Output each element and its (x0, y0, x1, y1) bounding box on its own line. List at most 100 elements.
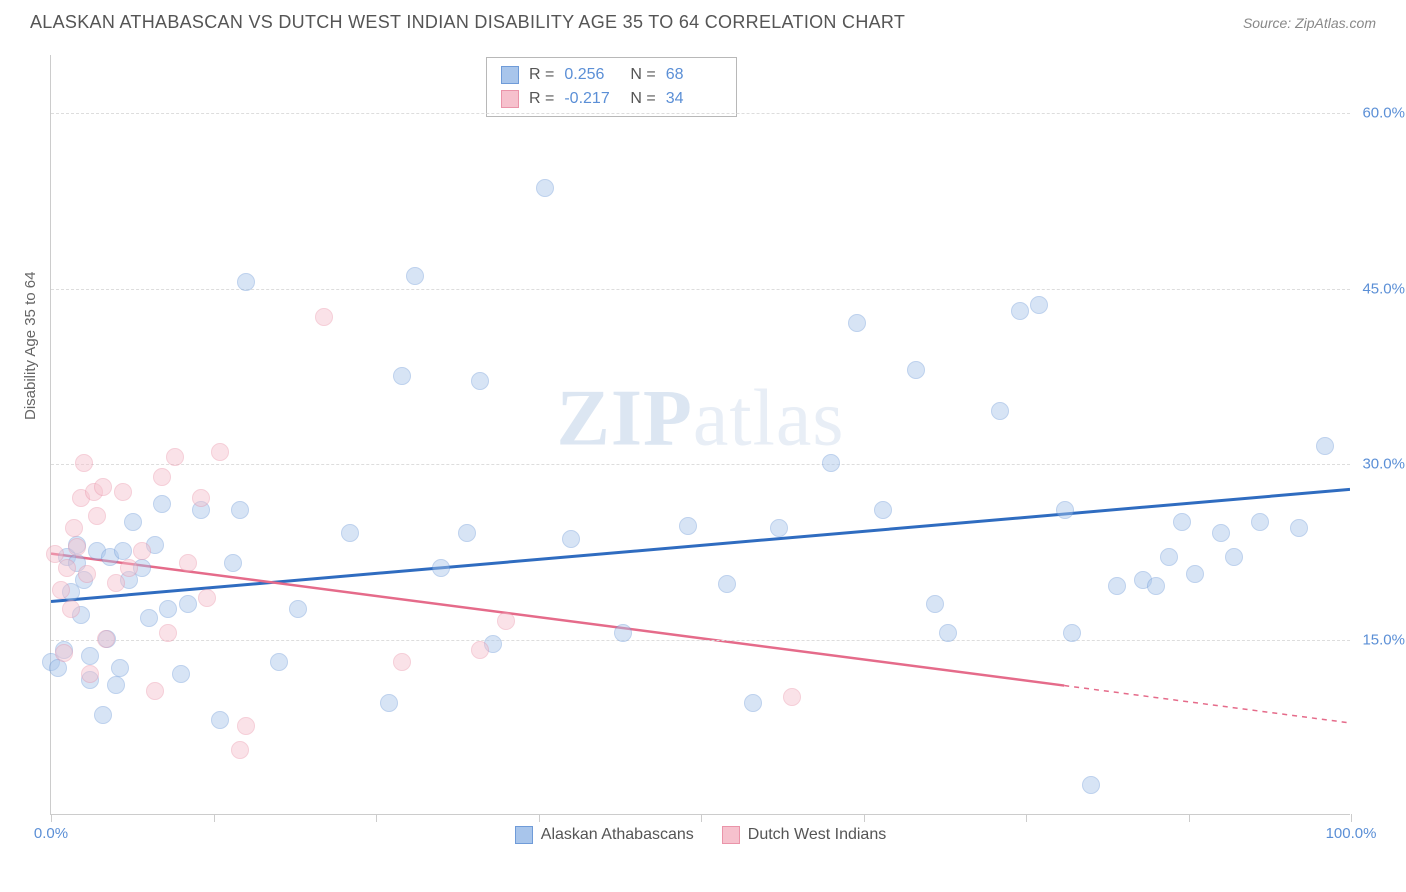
y-axis-label: Disability Age 35 to 64 (22, 272, 39, 420)
data-point (88, 507, 106, 525)
data-point (1056, 501, 1074, 519)
x-tick (1351, 814, 1352, 822)
data-point (432, 559, 450, 577)
data-point (907, 361, 925, 379)
x-tick (1026, 814, 1027, 822)
data-point (231, 741, 249, 759)
data-point (939, 624, 957, 642)
data-point (114, 542, 132, 560)
source-attribution: Source: ZipAtlas.com (1243, 15, 1376, 31)
data-point (1251, 513, 1269, 531)
data-point (536, 179, 554, 197)
data-point (153, 495, 171, 513)
y-tick-label: 30.0% (1362, 456, 1405, 473)
data-point (393, 653, 411, 671)
data-point (172, 665, 190, 683)
data-point (562, 530, 580, 548)
data-point (1160, 548, 1178, 566)
data-point (822, 454, 840, 472)
legend-label: Dutch West Indians (748, 826, 886, 844)
data-point (1212, 524, 1230, 542)
data-point (770, 519, 788, 537)
data-point (471, 641, 489, 659)
data-point (107, 574, 125, 592)
data-point (1173, 513, 1191, 531)
gridline (51, 113, 1350, 114)
data-point (744, 694, 762, 712)
data-point (1316, 437, 1334, 455)
x-tick (864, 814, 865, 822)
legend-label: Alaskan Athabascans (541, 826, 694, 844)
data-point (62, 600, 80, 618)
series-swatch (501, 90, 519, 108)
data-point (1011, 302, 1029, 320)
data-point (153, 468, 171, 486)
data-point (848, 314, 866, 332)
chart-title: ALASKAN ATHABASCAN VS DUTCH WEST INDIAN … (30, 12, 905, 33)
data-point (679, 517, 697, 535)
data-point (718, 575, 736, 593)
data-point (237, 273, 255, 291)
data-point (198, 589, 216, 607)
data-point (289, 600, 307, 618)
y-tick-label: 15.0% (1362, 631, 1405, 648)
x-tick (51, 814, 52, 822)
x-tick-label: 0.0% (34, 825, 68, 842)
data-point (1108, 577, 1126, 595)
data-point (471, 372, 489, 390)
gridline (51, 464, 1350, 465)
data-point (81, 647, 99, 665)
r-value: 0.256 (564, 63, 620, 87)
n-label: N = (630, 63, 655, 87)
data-point (1290, 519, 1308, 537)
n-label: N = (630, 87, 655, 111)
data-point (614, 624, 632, 642)
data-point (783, 688, 801, 706)
data-point (94, 478, 112, 496)
data-point (1082, 776, 1100, 794)
data-point (315, 308, 333, 326)
data-point (97, 630, 115, 648)
correlation-stats-box: R =0.256N =68R =-0.217N =34 (486, 57, 737, 117)
data-point (75, 454, 93, 472)
legend-item: Alaskan Athabascans (515, 826, 694, 844)
data-point (65, 519, 83, 537)
data-point (1030, 296, 1048, 314)
data-point (231, 501, 249, 519)
data-point (120, 559, 138, 577)
watermark: ZIPatlas (557, 374, 845, 465)
data-point (211, 443, 229, 461)
data-point (111, 659, 129, 677)
data-point (1186, 565, 1204, 583)
data-point (68, 538, 86, 556)
n-value: 34 (666, 87, 722, 111)
data-point (393, 367, 411, 385)
data-point (179, 554, 197, 572)
data-point (1225, 548, 1243, 566)
r-value: -0.217 (564, 87, 620, 111)
data-point (146, 682, 164, 700)
data-point (991, 402, 1009, 420)
n-value: 68 (666, 63, 722, 87)
data-point (270, 653, 288, 671)
data-point (341, 524, 359, 542)
data-point (380, 694, 398, 712)
data-point (179, 595, 197, 613)
trend-lines (51, 55, 1350, 814)
legend-swatch (722, 826, 740, 844)
chart-legend: Alaskan Athabascans Dutch West Indians (51, 826, 1350, 844)
legend-swatch (515, 826, 533, 844)
stats-row: R =-0.217N =34 (501, 87, 722, 111)
data-point (81, 665, 99, 683)
data-point (55, 644, 73, 662)
x-tick (1189, 814, 1190, 822)
data-point (874, 501, 892, 519)
gridline (51, 640, 1350, 641)
data-point (159, 600, 177, 618)
stats-row: R =0.256N =68 (501, 63, 722, 87)
data-point (58, 559, 76, 577)
x-tick-label: 100.0% (1326, 825, 1377, 842)
data-point (458, 524, 476, 542)
data-point (124, 513, 142, 531)
scatter-chart: ZIPatlas R =0.256N =68R =-0.217N =34 Ala… (50, 55, 1350, 815)
